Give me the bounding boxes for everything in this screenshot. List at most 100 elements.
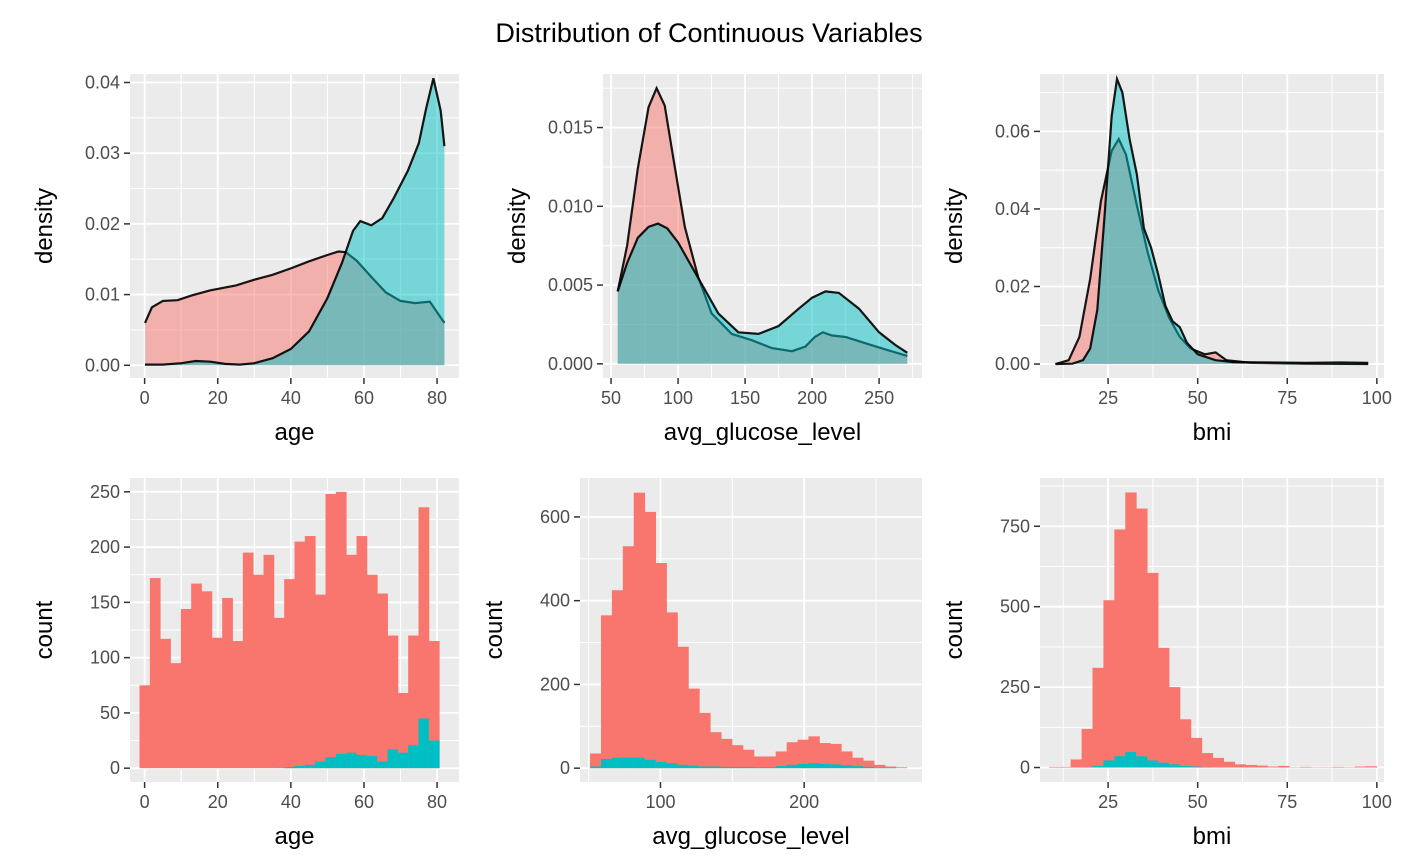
histogram-bar-group-0 (1190, 737, 1203, 768)
x-tick-label: 25 (1098, 792, 1118, 812)
histogram-bar-group-1 (622, 757, 635, 769)
histogram-bar-group-0 (1125, 492, 1137, 768)
histogram-bar-group-0 (1234, 764, 1246, 768)
x-tick-label: 200 (797, 388, 827, 408)
histogram-bar-group-0 (1070, 759, 1082, 768)
x-tick-label: 0 (140, 792, 150, 812)
histogram-bar-group-1 (655, 761, 667, 769)
histogram-bar-group-1 (600, 758, 613, 769)
histogram-bar-group-1 (710, 766, 722, 769)
histogram-bar-group-0 (1256, 765, 1268, 768)
histogram-bar-group-0 (284, 579, 295, 769)
histogram-bar-group-0 (1201, 753, 1214, 768)
chart-panel-6: 25 50 75 100 0 250 500 750 bmi count (941, 478, 1392, 850)
histogram-bar-group-1 (377, 761, 388, 769)
x-tick-label: 60 (354, 792, 374, 812)
histogram-bar-group-1 (852, 766, 864, 769)
density-area-group-1 (617, 223, 908, 364)
x-axis-title: bmi (1193, 419, 1232, 446)
histogram-bar-group-0 (863, 760, 875, 769)
x-tick-label: 100 (663, 388, 693, 408)
histogram-bar-group-0 (622, 546, 635, 769)
histogram-bar-group-1 (356, 754, 368, 769)
density-line-group-1 (1055, 74, 1369, 366)
y-tick-label: 150 (90, 592, 120, 612)
histogram-bar-group-0 (335, 491, 347, 769)
x-axis-title: age (274, 823, 314, 850)
density-line-group-1 (145, 77, 446, 366)
histogram-bar-group-1 (1136, 756, 1148, 768)
histogram-bar-group-0 (633, 492, 646, 769)
density-line-group-1 (616, 222, 908, 354)
x-tick-label: 100 (645, 792, 675, 812)
y-tick-label: 0.01 (85, 285, 120, 305)
histogram-bar-group-1 (294, 765, 306, 769)
y-tick-label: 0.06 (995, 121, 1030, 141)
x-tick-label: 75 (1277, 792, 1297, 812)
histogram-bar-group-0 (366, 574, 378, 769)
histogram-bar-group-0 (841, 751, 853, 769)
x-tick-label: 25 (1098, 388, 1118, 408)
histogram-bar-group-1 (644, 759, 656, 769)
histogram-bar-group-1 (699, 766, 711, 769)
x-tick-label: 60 (354, 388, 374, 408)
histogram-bar-group-1 (428, 740, 440, 769)
histogram-bar-group-0 (1081, 728, 1093, 768)
histogram-bar-group-0 (611, 590, 624, 769)
histogram-bar-group-0 (644, 511, 656, 769)
histogram-bar-group-0 (1267, 766, 1279, 768)
y-tick-label: 0.00 (85, 355, 120, 375)
y-tick-label: 250 (90, 482, 120, 502)
y-axis-title: density (31, 188, 58, 264)
histogram-bar-group-1 (346, 752, 357, 769)
histogram-bar-group-0 (180, 608, 192, 769)
histogram-bar-group-0 (742, 749, 755, 769)
x-tick-label: 80 (427, 792, 447, 812)
y-tick-label: 0 (1020, 758, 1030, 778)
chart-panel-2: 50 100 150 200 250 0.000 0.005 0.010 0.015 avg_gl… (504, 74, 922, 446)
histogram-bar-group-0 (1278, 765, 1290, 768)
histogram-bar-group-0 (655, 563, 667, 769)
y-tick-label: 250 (1000, 677, 1030, 697)
y-tick-label: 400 (540, 591, 570, 611)
histogram-bar-group-0 (1147, 572, 1159, 768)
histogram-bar-group-0 (819, 743, 831, 769)
histogram-bar-group-0 (895, 767, 908, 769)
x-axis-title: bmi (1193, 823, 1232, 850)
histogram-bar-group-1 (841, 765, 853, 769)
x-tick-label: 50 (1188, 792, 1208, 812)
x-tick-label: 20 (208, 388, 228, 408)
histogram-bar-group-0 (764, 756, 777, 769)
histogram-bar-group-0 (1245, 764, 1257, 768)
x-tick-label: 200 (789, 792, 819, 812)
x-axis-title: avg_glucose_level (664, 419, 861, 446)
histogram-bar-group-0 (797, 739, 809, 769)
figure-title: Distribution of Continuous Variables (495, 18, 923, 48)
histogram-bar-group-1 (764, 767, 777, 769)
histogram-bar-group-1 (1158, 762, 1170, 768)
x-tick-label: 75 (1277, 388, 1297, 408)
histogram-bar-group-0 (428, 641, 440, 769)
histogram-bar-group-0 (699, 712, 711, 769)
chart-panel-5: 100 200 0 200 400 600 avg_glucose_level count (481, 478, 922, 850)
histogram-bar-group-1 (808, 763, 820, 769)
histogram-bar-group-0 (1158, 647, 1170, 768)
histogram-bar-group-1 (1125, 752, 1137, 768)
y-tick-label: 0.005 (548, 275, 593, 295)
x-tick-label: 100 (1362, 792, 1392, 812)
histogram-bar-group-1 (753, 767, 766, 769)
histogram-bar-group-0 (1354, 766, 1367, 768)
histogram-bar-group-0 (590, 753, 602, 769)
histogram-bar-group-1 (1092, 765, 1104, 768)
histogram-bar-group-0 (273, 617, 285, 769)
x-tick-label: 0 (140, 388, 150, 408)
histogram-bar-group-0 (253, 574, 264, 769)
histogram-bar-group-0 (1103, 600, 1115, 768)
x-axis-title: age (274, 419, 314, 446)
histogram-bar-group-1 (786, 764, 798, 769)
histogram-bar-group-0 (786, 742, 798, 769)
y-tick-label: 0.015 (548, 118, 593, 138)
histogram-bar-group-0 (232, 641, 244, 769)
